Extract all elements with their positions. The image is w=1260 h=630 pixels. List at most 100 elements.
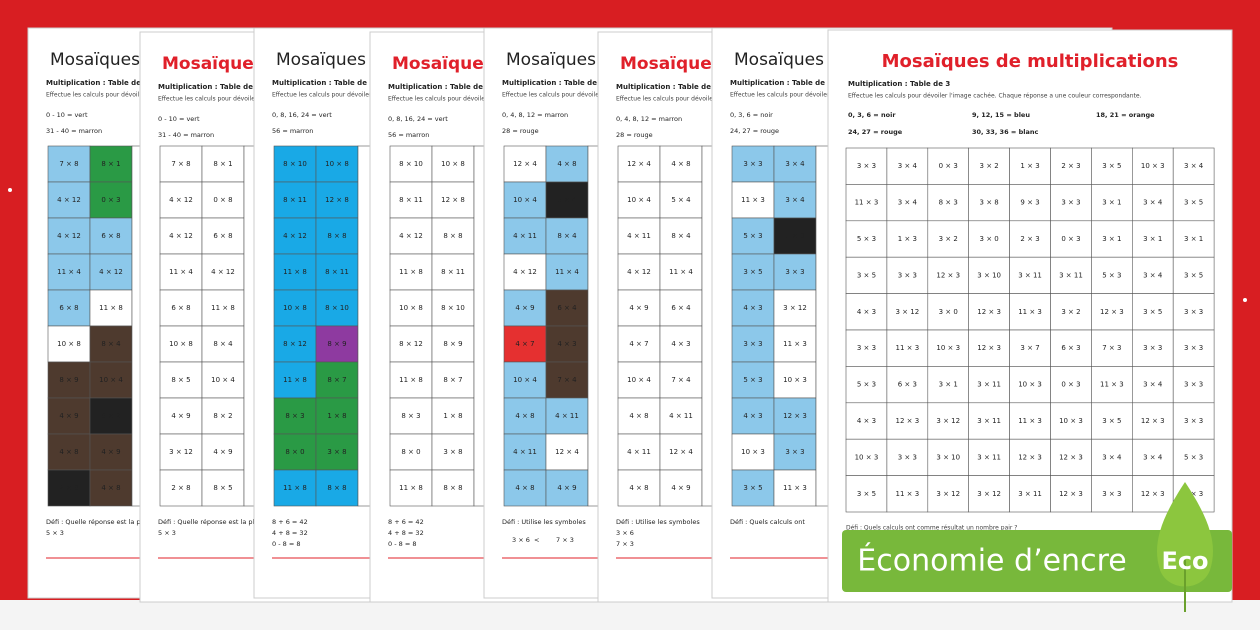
key: 18, 21 = orange <box>1096 111 1155 119</box>
cell-text: 10 × 4 <box>99 376 123 384</box>
cell-text: 3 × 0 <box>980 235 999 243</box>
cell-text: 4 × 12 <box>57 196 81 204</box>
cell <box>845 438 888 476</box>
cell-text: 8 × 10 <box>283 160 307 168</box>
cell-text: 10 × 3 <box>1059 417 1083 425</box>
cell-text: 7 × 4 <box>557 376 577 384</box>
cell <box>431 361 475 399</box>
key: 0, 4, 8, 12 = marron <box>502 111 568 119</box>
cell-text: 8 × 1 <box>101 160 120 168</box>
cell-text: 3 × 3 <box>743 160 762 168</box>
cell-text: 8 × 0 <box>401 448 420 456</box>
instruction: Effectue les calculs pour dévoiler l'ima… <box>502 92 651 99</box>
sparkle <box>8 188 12 192</box>
cell-text: 3 × 12 <box>936 490 960 498</box>
cell-text: 7 × 8 <box>171 160 190 168</box>
cell <box>773 361 817 399</box>
challenge: 7 × 3 <box>616 540 634 548</box>
cell-text: 8 × 10 <box>325 304 349 312</box>
cell-text: 11 × 4 <box>169 268 193 276</box>
front-worksheet: Mosaïques de multiplications Multiplicati… <box>827 29 1233 603</box>
cell-text: 2 × 8 <box>59 484 78 492</box>
cell <box>545 361 589 399</box>
cell-text: 3 × 12 <box>977 490 1001 498</box>
cell <box>773 397 817 435</box>
cell-text: 2 × 3 <box>1061 162 1080 170</box>
instruction: Effectue les calculs pour dévoiler l'ima… <box>730 92 879 99</box>
cell <box>845 402 888 440</box>
cell-text: 4 × 3 <box>743 304 762 312</box>
cell <box>315 469 359 507</box>
challenge: Défi : Quels calculs ont <box>730 518 805 526</box>
cell <box>845 293 888 331</box>
cell <box>545 181 589 219</box>
key: 0, 8, 16, 24 = vert <box>272 111 332 119</box>
cell-text: 4 × 7 <box>629 340 648 348</box>
cell <box>659 145 703 183</box>
cell-text: 2 × 8 <box>171 484 190 492</box>
cell-text: 3 × 5 <box>1102 417 1121 425</box>
cell-text: 8 × 5 <box>213 484 232 492</box>
cell <box>1172 220 1215 258</box>
cell-text: 10 × 8 <box>325 160 349 168</box>
cell <box>1050 402 1092 440</box>
cell-text: 3 × 4 <box>1184 162 1204 170</box>
cell-text: 10 × 8 <box>399 304 423 312</box>
cell <box>773 181 817 219</box>
cell <box>47 325 91 363</box>
cell-text: 10 × 4 <box>513 376 537 384</box>
cell-text: 0 × 3 <box>1061 381 1080 389</box>
cell <box>545 469 589 507</box>
cell-text: 4 × 9 <box>671 484 690 492</box>
cell-text: 12 × 3 <box>783 412 807 420</box>
cell <box>47 217 91 255</box>
cell-text: 3 × 0 <box>939 308 958 316</box>
challenge: 0 - 8 = 8 <box>388 540 416 548</box>
cell-text: 1 × 3 <box>1020 162 1039 170</box>
cell-text: 3 × 4 <box>785 196 805 204</box>
cell-text: 4 × 12 <box>99 268 123 276</box>
cell <box>1009 329 1051 367</box>
cell <box>886 475 929 513</box>
cell <box>89 253 133 291</box>
challenge: 4 + 8 = 32 <box>388 529 424 537</box>
cell <box>1009 366 1051 404</box>
cell-text: 3 × 1 <box>1102 199 1121 207</box>
cell <box>1050 147 1092 185</box>
cell-text: 12 × 3 <box>1141 417 1165 425</box>
cell <box>47 433 91 471</box>
cell-text: 4 × 9 <box>101 448 120 456</box>
cell-text: 3 × 1 <box>939 381 958 389</box>
cell <box>1172 329 1215 367</box>
cell <box>1091 256 1133 294</box>
cell-text: 11 × 4 <box>669 268 693 276</box>
cell <box>201 397 245 435</box>
subtitle: Multiplication : Table de 8 <box>272 79 374 87</box>
cell <box>886 293 929 331</box>
cell <box>503 325 547 363</box>
cell-text: 4 × 3 <box>671 340 690 348</box>
cell <box>315 361 359 399</box>
cell <box>273 289 317 327</box>
instruction: Effectue les calculs pour dévoiler l'ima… <box>158 96 307 103</box>
cell <box>1091 366 1133 404</box>
cell <box>431 289 475 327</box>
cell <box>201 289 245 327</box>
cell-text: 4 × 8 <box>671 160 690 168</box>
cell <box>968 293 1010 331</box>
challenge: 0 - 8 = 8 <box>272 540 300 548</box>
cell-text: 11 × 3 <box>783 340 807 348</box>
cell-text: 3 × 11 <box>1018 490 1042 498</box>
cell <box>545 325 589 363</box>
cell-text: 10 × 3 <box>936 344 960 352</box>
cell-text: 1 × 8 <box>443 412 462 420</box>
cell-text: 8 × 10 <box>399 160 423 168</box>
cell <box>659 469 703 507</box>
cell-text: 3 × 3 <box>1184 417 1203 425</box>
key: 28 = rouge <box>616 131 653 139</box>
cell <box>89 469 133 507</box>
cell-text: 2 × 3 <box>1020 235 1039 243</box>
challenge: 5 × 3 <box>46 529 64 537</box>
cell-text: 3 × 7 <box>1020 344 1039 352</box>
cell-text: 3 × 3 <box>1184 490 1203 498</box>
